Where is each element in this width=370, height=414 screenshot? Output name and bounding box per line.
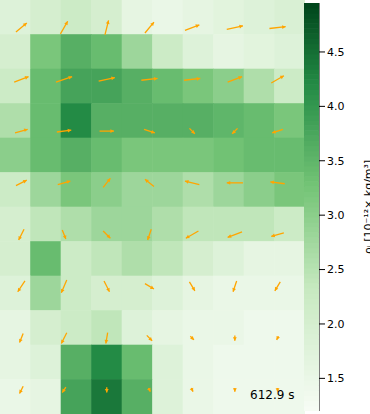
svg-text:4.0: 4.0: [327, 100, 345, 113]
svg-text:3.5: 3.5: [327, 155, 345, 168]
svg-text:2.0: 2.0: [327, 318, 345, 331]
svg-text:4.5: 4.5: [327, 46, 345, 59]
svg-text:2.5: 2.5: [327, 263, 345, 276]
svg-text:ρᵢ [10⁻¹²× kg/m³]: ρᵢ [10⁻¹²× kg/m³]: [362, 160, 363, 255]
svg-text:1.5: 1.5: [327, 372, 345, 385]
html-text:612.9 s: 612.9 s: [250, 388, 295, 402]
svg-text:3.0: 3.0: [327, 209, 345, 222]
